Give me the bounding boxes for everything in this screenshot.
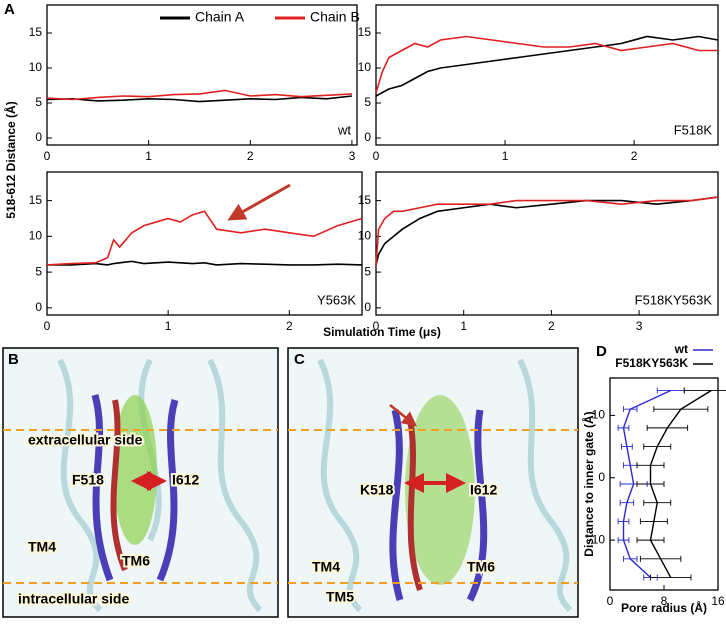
y-tick-label: 5 [364, 264, 371, 278]
y-axis-label: Distance to inner gate (Å) [581, 411, 596, 556]
x-tick-label: 2 [631, 149, 638, 163]
structure-label: TM5 [326, 589, 354, 605]
y-tick-label: 5 [35, 95, 42, 109]
x-tick-label: 1 [502, 149, 509, 163]
series-line [375, 196, 719, 266]
x-tick-label: 0 [373, 149, 380, 163]
y-tick-label: 0 [35, 300, 42, 314]
y-tick-label: 10 [358, 229, 372, 243]
x-tick-label: 3 [636, 319, 643, 333]
y-tick-label: 0 [364, 130, 371, 144]
x-tick-label: 0 [44, 319, 51, 333]
structure-label: F518 [72, 472, 104, 488]
y-tick-label: 0 [35, 130, 42, 144]
y-tick-label: 15 [358, 25, 372, 39]
annotation-arrow [227, 183, 291, 221]
structure-b [2, 347, 279, 618]
y-tick-label: 10 [29, 60, 43, 74]
y-tick-label: 15 [29, 193, 43, 207]
x-axis-label: Simulation Time (μs) [323, 325, 441, 339]
y-tick-label: 5 [35, 264, 42, 278]
error-bar [683, 387, 726, 394]
y-tick-label: 10 [592, 408, 606, 422]
structure-label: I612 [172, 472, 199, 488]
y-tick-label: 15 [358, 193, 372, 207]
profile-line [649, 389, 712, 578]
series-line [375, 196, 719, 266]
panel-label: A [4, 1, 15, 18]
series-line [47, 260, 363, 266]
x-tick-label: 3 [349, 149, 356, 163]
structure-label: extracellular side [28, 432, 143, 448]
y-tick-label: 5 [364, 95, 371, 109]
plot-frame [46, 171, 363, 316]
annotation: wt [337, 122, 351, 137]
plot-frame [46, 4, 358, 146]
y-tick-label: 10 [358, 60, 372, 74]
y-tick-label: 0 [598, 470, 605, 484]
structure-label: TM4 [28, 539, 56, 555]
x-tick-label: 2 [286, 319, 293, 333]
series-line [375, 35, 719, 97]
series-line [375, 35, 718, 93]
legend-label: Chain A [195, 9, 245, 25]
structure-label: TM6 [122, 553, 150, 569]
plot-frame [375, 4, 719, 146]
x-axis-label: Pore radius (Å) [621, 600, 707, 615]
legend-label: wt [674, 342, 688, 356]
profile-line [622, 389, 672, 579]
structure-label: TM4 [312, 559, 340, 575]
x-tick-label: 2 [247, 149, 254, 163]
y-axis-label: 518-612 Distance (Å) [3, 101, 18, 218]
x-tick-label: 0 [607, 594, 614, 608]
annotation: Y563K [317, 292, 356, 307]
plot-frame [375, 171, 719, 316]
y-tick-label: 0 [364, 300, 371, 314]
panel-label: D [596, 343, 607, 360]
x-tick-label: 16 [711, 594, 725, 608]
x-tick-label: 1 [145, 149, 152, 163]
legend-label: F518KY563K [615, 356, 688, 370]
legend-label: Chain B [310, 9, 360, 25]
panel-label: B [8, 351, 19, 368]
x-tick-label: 1 [460, 319, 467, 333]
y-tick-label: 10 [29, 229, 43, 243]
x-tick-label: 2 [548, 319, 555, 333]
structure-c [287, 347, 579, 618]
x-tick-label: 0 [44, 149, 51, 163]
panel-label: C [294, 351, 305, 368]
structure-label: TM6 [467, 559, 495, 575]
structure-label: intracellular side [18, 591, 129, 607]
annotation: F518K [674, 122, 713, 137]
x-tick-label: 8 [661, 594, 668, 608]
structure-label: I612 [470, 482, 497, 498]
x-tick-label: 1 [165, 319, 172, 333]
x-tick-label: 0 [373, 319, 380, 333]
y-tick-label: 15 [29, 25, 43, 39]
y-tick-label: -10 [588, 532, 606, 546]
structure-label: K518 [360, 482, 394, 498]
series-line [46, 210, 363, 266]
series-line [46, 89, 352, 101]
annotation: F518KY563K [635, 292, 713, 307]
